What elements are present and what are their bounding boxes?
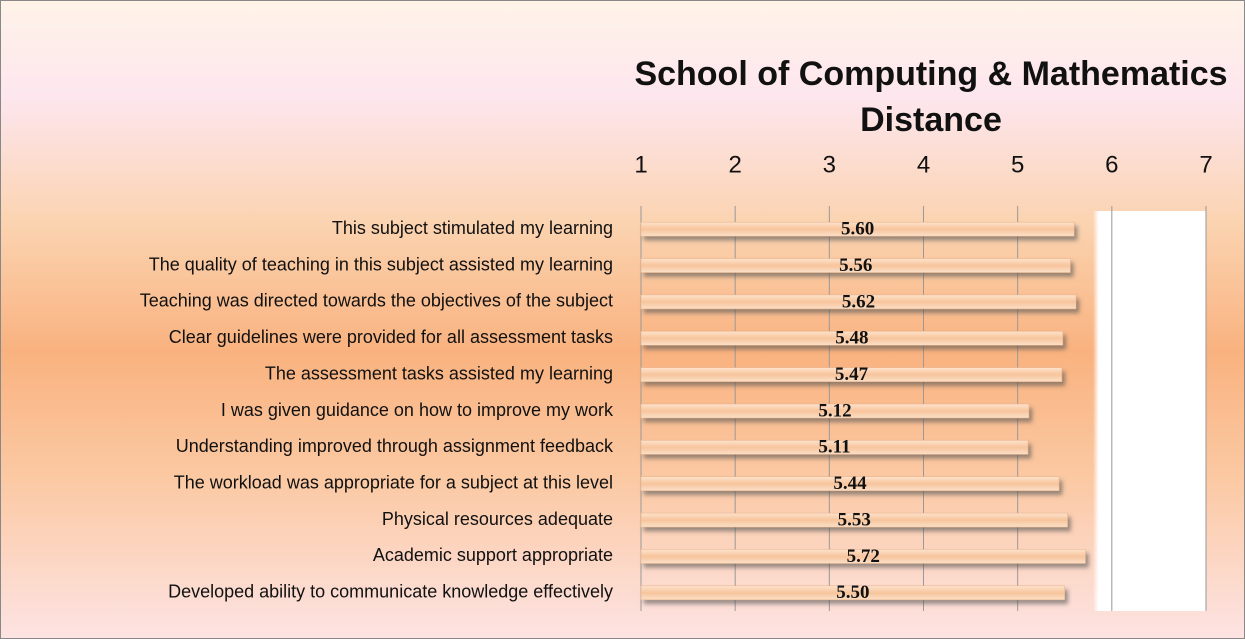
y-tick-label: Clear guidelines were provided for all a…: [169, 327, 613, 347]
data-label: 5.44: [833, 473, 867, 494]
y-tick-label: The workload was appropriate for a subje…: [174, 472, 613, 492]
data-label: 5.11: [818, 437, 850, 458]
bar: [640, 258, 1071, 273]
y-tick-label: Teaching was directed towards the object…: [140, 291, 613, 311]
bar: [640, 367, 1063, 382]
y-tick-label: Understanding improved through assignmen…: [176, 436, 614, 456]
y-tick-label: The assessment tasks assisted my learnin…: [265, 363, 613, 383]
y-tick-label: The quality of teaching in this subject …: [149, 254, 613, 274]
x-tick-label: 2: [728, 151, 741, 178]
bar: [640, 440, 1029, 455]
x-tick-label: 4: [917, 151, 930, 178]
data-label: 5.56: [839, 255, 872, 276]
chart-title: School of Computing & Mathematics Distan…: [634, 55, 1228, 139]
x-tick-label: 6: [1105, 151, 1118, 178]
data-label: 5.53: [838, 509, 871, 530]
bar: [640, 585, 1065, 601]
data-label: 5.50: [836, 582, 869, 603]
data-label: 5.60: [841, 219, 874, 240]
x-tick-label: 3: [823, 151, 836, 178]
bar: [640, 476, 1060, 491]
x-tick-label: 7: [1199, 151, 1212, 178]
y-tick-label: This subject stimulated my learning: [332, 218, 613, 238]
bar: [640, 549, 1086, 564]
bar: [640, 331, 1064, 346]
x-tick-label: 1: [634, 151, 647, 178]
y-tick-label: I was given guidance on how to improve m…: [221, 400, 614, 420]
bar: [640, 294, 1077, 310]
y-tick-label: Physical resources adequate: [382, 509, 613, 529]
data-label: 5.62: [842, 291, 875, 312]
bar: [640, 221, 1075, 237]
data-label: 5.12: [818, 400, 851, 421]
bar: [640, 512, 1068, 528]
y-tick-label: Developed ability to communicate knowled…: [168, 582, 613, 602]
data-label: 5.48: [835, 328, 868, 349]
y-tick-label: Academic support appropriate: [373, 545, 613, 565]
bar: [640, 403, 1030, 419]
data-label: 5.72: [847, 546, 880, 567]
x-tick-label: 5: [1011, 151, 1024, 178]
data-label: 5.47: [835, 364, 869, 385]
